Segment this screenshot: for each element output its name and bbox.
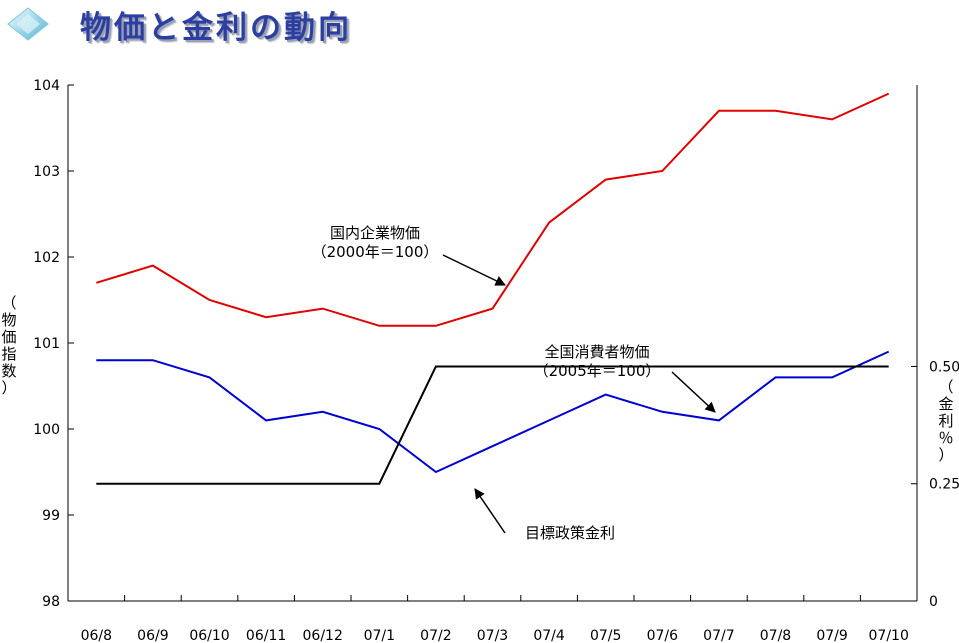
annotation-arrow (474, 488, 506, 534)
right-tick-label: 0.50 (929, 359, 959, 375)
annotation-layer: 国内企業物価（2000年＝100） 全国消費者物価（2005年＝100） 目標政策金… (312, 224, 716, 542)
annotation-label: 国内企業物価（2000年＝100） (312, 224, 439, 261)
left-tick-label: 99 (42, 508, 60, 524)
annotation-label: 目標政策金利 (525, 524, 615, 542)
annotation-label: 全国消費者物価（2005年＝100） (534, 343, 661, 380)
annotation-arrow (442, 254, 506, 286)
x-tick-label: 07/1 (364, 628, 395, 643)
x-tick-label: 07/9 (816, 628, 847, 643)
x-tick-label: 06/8 (81, 628, 112, 643)
right-tick-label: 0.25 (929, 477, 959, 493)
annotation-arrow (671, 371, 716, 413)
x-tick-label: 07/2 (420, 628, 451, 643)
x-tick-label: 07/10 (869, 628, 909, 643)
series-line (96, 92, 890, 327)
x-tick-label: 06/10 (189, 628, 229, 643)
x-tick-label: 07/7 (703, 628, 734, 643)
left-tick-label: 103 (33, 164, 60, 180)
x-tick-label: 07/6 (647, 628, 679, 643)
series-line (96, 365, 889, 485)
x-tick-label: 07/4 (533, 628, 565, 643)
header: 物価と金利の動向 (0, 0, 420, 50)
axes: 98 99 100 101 102 103 104 0 0.25 0.50 06/8 06/9 06/1… (1, 78, 959, 643)
x-tick-label: 07/5 (590, 628, 621, 643)
left-tick-label: 100 (33, 422, 60, 438)
x-tick-label: 06/11 (246, 628, 286, 643)
right-tick-label: 0 (929, 594, 938, 610)
right-axis-title: （金利％） (938, 378, 953, 464)
series-layer (96, 92, 890, 485)
x-tick-label: 07/3 (477, 628, 508, 643)
x-tick-label: 07/8 (760, 628, 791, 643)
left-tick-label: 102 (33, 250, 60, 266)
left-tick-label: 98 (42, 594, 60, 610)
page-title: 物価と金利の動向 (80, 10, 352, 46)
x-tick-label: 06/9 (137, 628, 168, 643)
left-axis-title: （物価指数） (1, 294, 16, 397)
left-tick-label: 101 (33, 336, 60, 352)
left-tick-label: 104 (33, 78, 60, 94)
series-line (96, 350, 890, 474)
x-tick-label: 06/12 (303, 628, 343, 643)
diamond-logo-icon (7, 7, 49, 41)
